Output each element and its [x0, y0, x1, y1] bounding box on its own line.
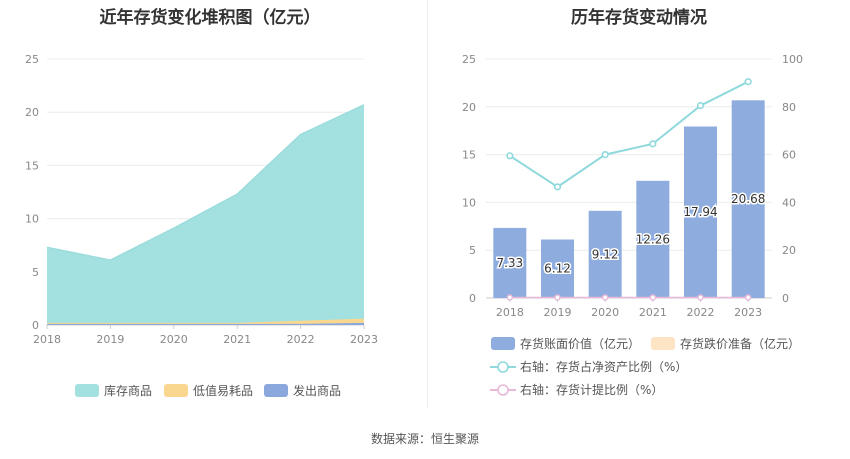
left-legend-label: 低值易耗品: [193, 383, 253, 398]
point-provision-ratio: [506, 294, 514, 301]
right-y-tick-left: 25: [462, 53, 476, 66]
right-y-tick-left: 5: [469, 244, 476, 257]
right-y-tick-right: 80: [782, 101, 796, 114]
left-x-tick: 2023: [350, 333, 378, 346]
point-inventory-net-asset-ratio: [601, 151, 609, 159]
point-provision-ratio: [554, 294, 561, 301]
left-x-tick: 2018: [33, 333, 61, 346]
left-legend-label: 发出商品: [293, 383, 341, 398]
bar-inventory-value: [588, 210, 622, 298]
bar-inventory-value: [493, 227, 527, 298]
bar-inventory-value: [731, 100, 765, 299]
area-inventory-goods: [47, 104, 364, 325]
right-x-tick: 2021: [639, 306, 667, 319]
left-x-tick: 2020: [160, 333, 188, 346]
point-inventory-net-asset-ratio: [506, 152, 514, 160]
right-legend-label: 存货跌价准备（亿元）: [680, 336, 800, 351]
point-provision-ratio: [649, 294, 657, 301]
point-inventory-net-asset-ratio: [649, 140, 657, 148]
right-x-tick: 2019: [544, 306, 572, 319]
right-x-tick: 2023: [734, 306, 762, 319]
right-legend-label: 存货账面价值（亿元）: [520, 336, 640, 351]
point-provision-ratio: [744, 294, 752, 301]
left-legend-swatch: [264, 384, 288, 397]
left-legend-swatch: [75, 384, 99, 397]
left-y-tick: 5: [32, 266, 39, 279]
right-y-tick-right: 60: [782, 149, 796, 162]
left-legend-swatch: [164, 384, 188, 397]
right-y-tick-left: 0: [469, 292, 476, 305]
area-top-outline: [46, 104, 365, 261]
right-x-tick: 2022: [687, 306, 715, 319]
left-y-tick: 15: [25, 159, 39, 172]
right-legend-swatch-bar: [651, 337, 675, 350]
left-x-tick: 2021: [223, 333, 251, 346]
right-y-tick-left: 20: [462, 101, 476, 114]
right-legend-label: 右轴：存货占净资产比例（%）: [520, 359, 687, 374]
right-chart-title: 历年存货变动情况: [571, 8, 707, 28]
bar-data-label: 20.68: [731, 192, 765, 206]
point-inventory-net-asset-ratio: [553, 183, 562, 191]
bar-data-label: 7.33: [496, 256, 523, 270]
bar-inventory-value: [541, 239, 574, 298]
right-legend-swatch-bar: [491, 337, 515, 350]
left-chart-title: 近年存货变化堆积图（亿元）: [99, 8, 321, 28]
right-legend-label: 右轴：存货计提比例（%）: [520, 382, 663, 397]
right-x-tick: 2020: [591, 306, 619, 319]
point-inventory-net-asset-ratio: [744, 78, 752, 86]
right-y-tick-right: 100: [782, 53, 803, 66]
bar-data-label: 17.94: [683, 205, 717, 219]
left-x-tick: 2019: [96, 333, 124, 346]
right-y-tick-left: 15: [462, 149, 476, 162]
left-y-tick: 10: [25, 213, 39, 226]
right-legend-swatch-marker: [497, 361, 509, 373]
bar-data-label: 9.12: [592, 247, 619, 261]
right-x-tick: 2018: [496, 306, 524, 319]
left-y-tick: 25: [25, 53, 39, 66]
panel-divider: [427, 0, 428, 408]
data-source: 数据来源：恒生聚源: [370, 432, 479, 446]
right-y-tick-right: 0: [782, 292, 789, 305]
bar-inventory-value: [636, 180, 670, 298]
left-y-tick: 20: [25, 106, 39, 119]
bar-inventory-value: [684, 126, 717, 299]
left-y-tick: 0: [32, 319, 39, 332]
left-x-tick: 2022: [287, 333, 315, 346]
bar-data-label: 6.12: [544, 262, 571, 276]
point-inventory-net-asset-ratio: [696, 102, 705, 110]
right-legend-swatch-marker: [497, 384, 509, 396]
area-goods-shipped: [47, 322, 364, 325]
right-y-tick-left: 10: [462, 196, 476, 209]
point-provision-ratio: [601, 294, 609, 301]
point-provision-ratio: [697, 294, 704, 301]
left-legend-label: 库存商品: [104, 383, 152, 398]
bar-data-label: 12.26: [636, 232, 670, 246]
right-y-tick-right: 40: [782, 196, 796, 209]
right-y-tick-right: 20: [782, 244, 796, 257]
area-low-value-consumables: [47, 318, 364, 325]
line-inventory-net-asset-ratio: [509, 80, 749, 189]
